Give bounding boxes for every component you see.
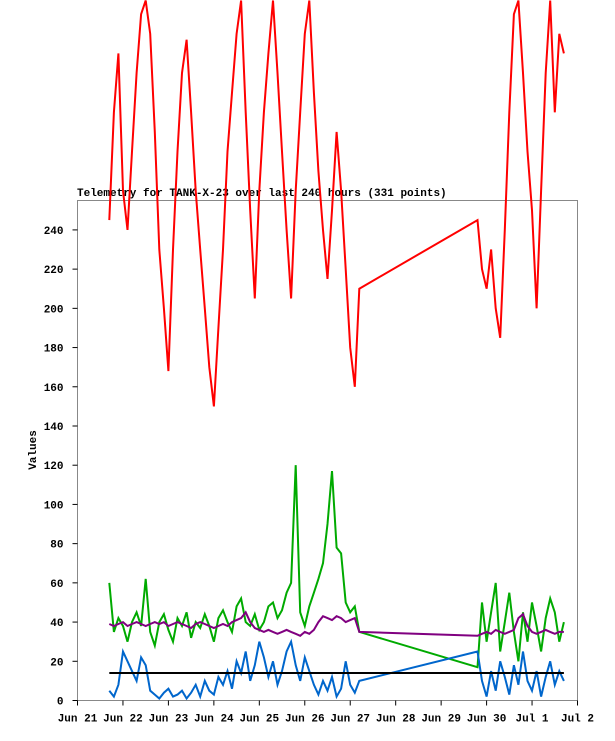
y-tick-label: 160 (44, 383, 64, 395)
x-tick-label: Jun 22 (103, 714, 143, 726)
y-tick-label: 0 (57, 697, 64, 709)
x-tick-label: Jun 29 (421, 714, 461, 726)
x-tick-label: Jun 27 (330, 714, 370, 726)
x-tick-label: Jun 25 (240, 714, 280, 726)
x-tick-label: Jun 24 (194, 714, 234, 726)
x-tick-label: Jun 30 (467, 714, 507, 726)
y-tick-label: 80 (50, 540, 63, 552)
y-tick-label: 120 (44, 461, 64, 473)
series-line (108, 0, 565, 407)
chart-title: Telemetry for TANK-X-23 over last 240 ho… (77, 188, 447, 200)
series-line (108, 465, 565, 669)
y-tick-label: 60 (50, 579, 63, 591)
y-tick-label: 240 (44, 226, 64, 238)
x-tick-label: Jun 23 (149, 714, 189, 726)
y-tick-label: 200 (44, 304, 64, 316)
y-tick-label: 100 (44, 500, 64, 512)
plot-frame (77, 200, 578, 701)
x-tick-label: Jun 21 (58, 714, 98, 726)
y-tick-label: 20 (50, 657, 63, 669)
y-axis-label: Values (28, 430, 40, 470)
x-tick-label: Jul 2 (561, 714, 594, 726)
y-tick-label: 40 (50, 618, 63, 630)
series-line (108, 638, 565, 701)
y-tick-label: 220 (44, 265, 64, 277)
x-tick-label: Jun 26 (285, 714, 325, 726)
y-tick-label: 140 (44, 422, 64, 434)
series-line (108, 610, 564, 637)
y-tick-label: 180 (44, 344, 64, 356)
x-tick-label: Jun 28 (376, 714, 416, 726)
x-tick-label: Jul 1 (516, 714, 549, 726)
